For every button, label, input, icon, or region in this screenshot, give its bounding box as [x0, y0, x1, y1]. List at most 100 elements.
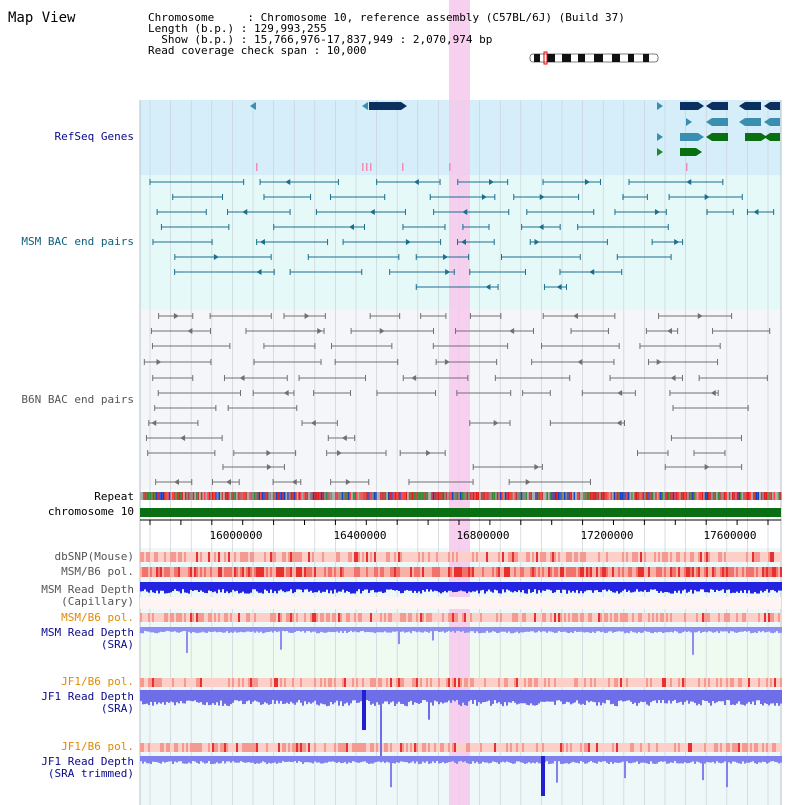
chromosome-bar: [140, 508, 781, 517]
polymorphism-cell: [578, 743, 580, 752]
polymorphism-cell: [346, 613, 348, 622]
repeat-segment: [436, 492, 438, 500]
polymorphism-cell: [298, 567, 300, 577]
read-depth-bar: [762, 627, 764, 632]
ideogram-band: [534, 54, 540, 62]
read-depth-bar: [296, 756, 298, 763]
read-depth-bar: [414, 690, 416, 703]
polymorphism-cell: [152, 567, 154, 577]
read-depth-bar: [612, 582, 614, 593]
polymorphism-cell: [620, 567, 622, 577]
read-depth-bar: [264, 582, 266, 590]
polymorphism-cell: [204, 552, 206, 562]
polymorphism-cell: [458, 567, 460, 577]
polymorphism-cell: [760, 552, 762, 562]
track-label-msm-bac[interactable]: MSM BAC end pairs: [21, 235, 134, 248]
polymorphism-cell: [220, 743, 222, 752]
repeat-segment: [303, 492, 305, 500]
polymorphism-cell: [504, 678, 506, 687]
polymorphism-cell: [332, 743, 334, 752]
polymorphism-cell: [454, 613, 456, 622]
track-label-refseq-genes[interactable]: RefSeq Genes: [54, 130, 134, 143]
read-depth-bar: [670, 756, 672, 763]
repeat-segment: [432, 492, 435, 500]
read-depth-bar: [344, 756, 346, 763]
polymorphism-cell: [462, 552, 464, 562]
polymorphism-cell: [544, 567, 546, 577]
read-depth-bar: [754, 627, 756, 633]
read-depth-bar: [604, 582, 606, 590]
polymorphism-cell: [764, 552, 766, 562]
track-label-repeat[interactable]: Repeat: [94, 490, 134, 503]
track-label-msm-b6-pol-2[interactable]: MSM/B6 pol.: [61, 611, 134, 624]
polymorphism-cell: [472, 678, 474, 687]
polymorphism-cell: [750, 613, 752, 622]
track-label-msm-read-sra[interactable]: MSM Read Depth: [41, 626, 134, 639]
track-label-jf1-read-sra[interactable]: JF1 Read Depth: [41, 690, 134, 703]
track-label-b6n-bac[interactable]: B6N BAC end pairs: [21, 393, 134, 406]
polymorphism-cell: [440, 743, 442, 752]
repeat-segment: [325, 492, 328, 500]
polymorphism-cell: [328, 567, 330, 577]
polymorphism-cell: [720, 567, 722, 577]
read-depth-bar: [724, 582, 726, 593]
polymorphism-cell: [226, 613, 228, 622]
read-depth-bar: [632, 627, 634, 633]
track-label-jf1-b6-pol[interactable]: JF1/B6 pol.: [61, 675, 134, 688]
polymorphism-cell: [578, 567, 580, 577]
read-depth-bar: [722, 756, 724, 763]
read-depth-bar: [316, 582, 318, 593]
read-depth-bar: [592, 627, 594, 632]
polymorphism-cell: [396, 613, 398, 622]
polymorphism-cell: [160, 743, 162, 752]
track-label-msm-b6-pol[interactable]: MSM/B6 pol.: [61, 565, 134, 578]
read-depth-bar: [774, 690, 776, 706]
read-depth-bar: [290, 627, 292, 633]
polymorphism-cell: [550, 552, 552, 562]
read-depth-bar: [754, 690, 756, 705]
repeat-segment: [511, 492, 513, 500]
polymorphism-cell: [774, 552, 776, 562]
polymorphism-cell: [442, 567, 444, 577]
track-label-jf1-read-trimmed[interactable]: JF1 Read Depth: [41, 755, 134, 768]
read-depth-bar: [196, 690, 198, 703]
polymorphism-cell: [434, 613, 436, 622]
read-depth-bar: [562, 582, 564, 590]
polymorphism-cell: [200, 613, 202, 622]
polymorphism-cell: [434, 678, 436, 687]
polymorphism-cell: [700, 743, 702, 752]
read-depth-bar: [578, 582, 580, 594]
polymorphism-cell: [410, 743, 412, 752]
read-depth-bar: [272, 756, 274, 763]
polymorphism-cell: [330, 743, 332, 752]
read-depth-bar: [744, 627, 746, 632]
read-depth-bar: [152, 690, 154, 706]
polymorphism-cell: [612, 567, 614, 577]
polymorphism-cell: [218, 613, 220, 622]
read-depth-bar: [718, 627, 720, 634]
repeat-segment: [703, 492, 705, 500]
read-depth-bar: [196, 627, 198, 634]
read-depth-bar: [524, 582, 526, 594]
read-depth-bar: [388, 582, 390, 590]
repeat-segment: [709, 492, 712, 500]
read-depth-bar: [222, 582, 224, 590]
read-depth-bar: [216, 690, 218, 703]
polymorphism-cell: [676, 743, 678, 752]
polymorphism-cell: [316, 613, 318, 622]
polymorphism-cell: [406, 552, 408, 562]
repeat-segment: [290, 492, 292, 500]
track-label-jf1-b6-pol-2[interactable]: JF1/B6 pol.: [61, 740, 134, 753]
track-label-dbsnp[interactable]: dbSNP(Mouse): [54, 550, 134, 563]
read-depth-bar: [462, 627, 464, 632]
track-label-chromosome[interactable]: chromosome 10: [47, 505, 134, 518]
ideogram-band: [594, 54, 603, 62]
track-label-msm-read-capillary[interactable]: MSM Read Depth: [41, 583, 134, 596]
polymorphism-cell: [594, 678, 596, 687]
polymorphism-cell: [552, 678, 554, 687]
read-depth-bar: [770, 690, 772, 704]
polymorphism-cell: [780, 552, 782, 562]
read-depth-bar: [234, 582, 236, 592]
polymorphism-cell: [468, 743, 470, 752]
